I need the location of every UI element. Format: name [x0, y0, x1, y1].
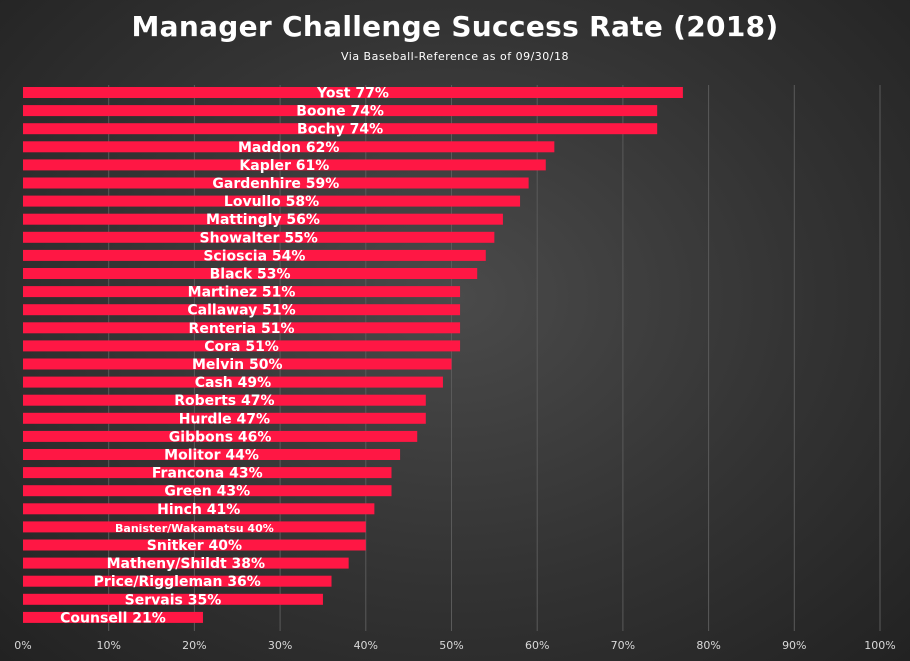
bar-label: Martinez 51%	[188, 285, 296, 301]
bar-scioscia	[23, 249, 486, 261]
bar-label: Matheny/Shildt 38%	[107, 556, 265, 572]
bar-label: Servais 35%	[125, 592, 222, 608]
bar-label: Cora 51%	[204, 339, 279, 355]
chart-subtitle: Via Baseball-Reference as of 09/30/18	[340, 50, 570, 63]
bar-price-riggleman	[23, 575, 332, 587]
bar-francona	[23, 467, 392, 479]
bar-label: Kapler 61%	[239, 158, 329, 174]
x-tick-label: 70%	[611, 639, 635, 652]
bar-maddon	[23, 141, 555, 153]
chart-title: Manager Challenge Success Rate (2018)	[131, 10, 779, 43]
bar-label: Counsell 21%	[60, 610, 166, 626]
x-tick-label: 40%	[354, 639, 378, 652]
bar-renteria	[23, 322, 461, 334]
bar-label: Cash 49%	[195, 375, 271, 391]
bar-matheny-shildt	[23, 557, 349, 569]
bar-bochy	[23, 123, 658, 135]
bar-cash	[23, 376, 443, 388]
bar-label: Gibbons 46%	[169, 429, 272, 445]
bar-hinch	[23, 503, 375, 515]
x-tick-label: 100%	[864, 639, 895, 652]
bar-label: Snitker 40%	[147, 538, 242, 554]
bar-label: Renteria 51%	[189, 321, 295, 337]
x-tick-label: 50%	[439, 639, 463, 652]
bar-label: Roberts 47%	[174, 393, 274, 409]
bar-label: Showalter 55%	[200, 230, 318, 246]
bar-label: Yost 77%	[316, 86, 389, 102]
bar-label: Bochy 74%	[297, 122, 383, 138]
bar-label: Gardenhire 59%	[212, 176, 339, 192]
x-axis-ticks: 0% 10% 20% 30% 40% 50% 60% 70% 80% 90% 100%	[14, 639, 895, 652]
bar-label: Hinch 41%	[157, 502, 240, 518]
bar-martinez	[23, 286, 461, 298]
bar-hurdle	[23, 412, 426, 424]
bar-snitker	[23, 539, 366, 551]
bars	[23, 87, 683, 623]
x-tick-label: 0%	[14, 639, 31, 652]
x-tick-label: 30%	[268, 639, 292, 652]
bar-showalter	[23, 231, 495, 243]
bar-roberts	[23, 394, 426, 406]
bar-label: Mattingly 56%	[206, 212, 320, 228]
bar-label: Banister/Wakamatsu 40%	[115, 522, 274, 535]
bar-label: Francona 43%	[152, 466, 263, 482]
bar-banister-wakamatsu	[23, 521, 366, 533]
bar-gibbons	[23, 430, 418, 442]
bar-label: Maddon 62%	[238, 140, 339, 156]
bar-gardenhire	[23, 177, 529, 189]
bar-mattingly	[23, 213, 503, 225]
bar-cora	[23, 340, 461, 352]
bar-label: Green 43%	[164, 484, 250, 500]
bar-counsell	[23, 611, 203, 623]
x-tick-label: 90%	[782, 639, 806, 652]
bar-labels: Yost 77% Boone 74% Bochy 74% Maddon 62% Kapl…	[60, 86, 389, 627]
x-tick-label: 60%	[525, 639, 549, 652]
bar-kapler	[23, 159, 546, 171]
bar-label: Hurdle 47%	[179, 411, 270, 427]
bar-callaway	[23, 304, 461, 316]
x-tick-label: 10%	[96, 639, 120, 652]
bar-label: Molitor 44%	[164, 448, 259, 464]
x-tick-label: 20%	[182, 639, 206, 652]
bar-black	[23, 268, 478, 279]
bar-label: Melvin 50%	[192, 357, 283, 373]
bar-boone	[23, 105, 658, 117]
bar-label: Callaway 51%	[187, 303, 295, 319]
bar-label: Black 53%	[210, 267, 291, 283]
bar-servais	[23, 593, 323, 605]
x-tick-label: 80%	[696, 639, 720, 652]
bar-label: Price/Riggleman 36%	[94, 574, 261, 590]
bar-molitor	[23, 449, 401, 460]
bar-label: Lovullo 58%	[224, 194, 319, 210]
bar-yost	[23, 87, 683, 98]
bar-melvin	[23, 358, 452, 370]
bar-lovullo	[23, 195, 521, 207]
bar-label: Boone 74%	[296, 104, 384, 120]
bar-label: Scioscia 54%	[203, 248, 305, 264]
bar-green	[23, 485, 392, 497]
